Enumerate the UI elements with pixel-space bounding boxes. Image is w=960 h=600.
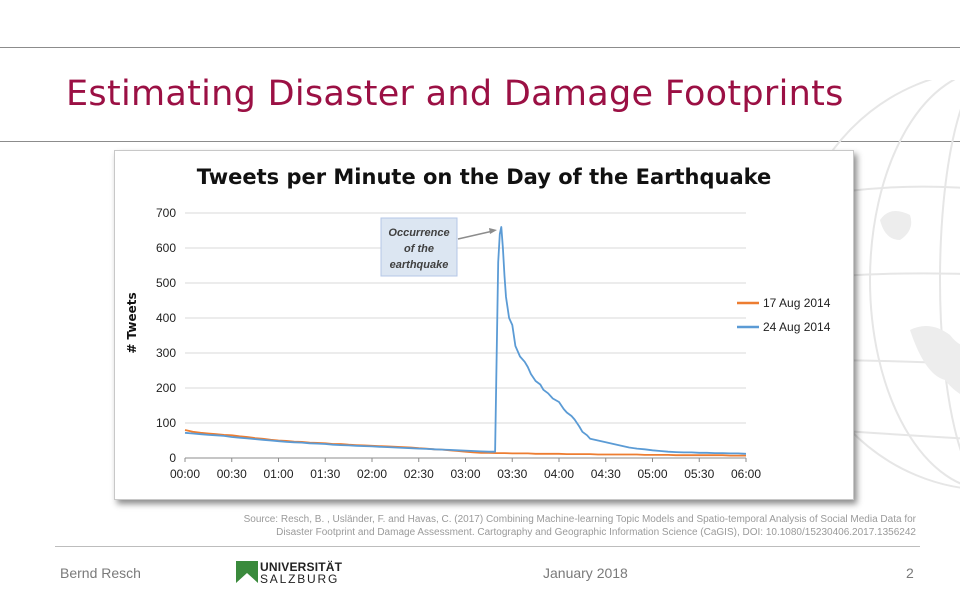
x-tick-label: 03:30 bbox=[497, 467, 527, 481]
y-tick-label: 300 bbox=[156, 346, 176, 360]
x-tick-label: 03:00 bbox=[450, 467, 480, 481]
chart-panel: Tweets per Minute on the Day of the Eart… bbox=[114, 150, 854, 500]
legend-label-17aug: 17 Aug 2014 bbox=[763, 296, 831, 310]
x-tick-label: 05:00 bbox=[637, 467, 667, 481]
x-tick-label: 04:00 bbox=[544, 467, 574, 481]
logo-line-1: UNIVERSITÄT bbox=[260, 560, 343, 574]
earthquake-annotation: Occurrence of the earthquake bbox=[380, 217, 497, 277]
source-line-1: Source: Resch, B. , Usländer, F. and Hav… bbox=[243, 514, 916, 525]
chart-legend: 17 Aug 2014 24 Aug 2014 bbox=[737, 296, 831, 334]
y-tick-label: 500 bbox=[156, 276, 176, 290]
annotation-arrowhead bbox=[489, 228, 497, 234]
footer-author: Bernd Resch bbox=[60, 565, 141, 581]
annotation-box bbox=[380, 217, 458, 277]
y-tick-label: 400 bbox=[156, 311, 176, 325]
annotation-arrow bbox=[457, 230, 494, 240]
x-tick-label: 06:00 bbox=[731, 467, 761, 481]
annotation-line-2: of the bbox=[404, 243, 434, 255]
footer-rule bbox=[55, 546, 920, 547]
y-tick-label: 0 bbox=[169, 451, 176, 465]
tweets-line-chart: Tweets per Minute on the Day of the Eart… bbox=[125, 165, 831, 481]
y-axis-label: # Tweets bbox=[125, 292, 139, 353]
series-line-24-aug-2014 bbox=[184, 226, 747, 455]
x-tick-label: 02:00 bbox=[357, 467, 387, 481]
slide-title: Estimating Disaster and Damage Footprint… bbox=[66, 74, 844, 114]
top-rule bbox=[0, 47, 960, 48]
chart-title: Tweets per Minute on the Day of the Eart… bbox=[197, 165, 772, 189]
x-tick-label: 05:30 bbox=[684, 467, 714, 481]
source-citation: Source: Resch, B. , Usländer, F. and Hav… bbox=[76, 513, 916, 539]
university-logo: UNIVERSITÄT SALZBURG bbox=[236, 559, 346, 587]
y-tick-label: 200 bbox=[156, 381, 176, 395]
x-tick-label: 01:30 bbox=[310, 467, 340, 481]
page-number: 2 bbox=[906, 565, 914, 581]
y-tick-label: 600 bbox=[156, 241, 176, 255]
x-tick-label: 04:30 bbox=[591, 467, 621, 481]
x-tick-label: 00:00 bbox=[170, 467, 200, 481]
source-line-2: Disaster Footprint and Damage Assessment… bbox=[276, 527, 916, 538]
annotation-line-3: earthquake bbox=[390, 259, 449, 271]
legend-label-24aug: 24 Aug 2014 bbox=[763, 320, 831, 334]
x-tick-label: 02:30 bbox=[404, 467, 434, 481]
y-tick-label: 700 bbox=[156, 206, 176, 220]
annotation-line-1: Occurrence bbox=[388, 227, 449, 239]
x-tick-label: 00:30 bbox=[217, 467, 247, 481]
university-logo-mark bbox=[236, 561, 258, 583]
footer-date: January 2018 bbox=[543, 565, 628, 581]
y-tick-label: 100 bbox=[156, 416, 176, 430]
x-tick-label: 01:00 bbox=[263, 467, 293, 481]
logo-line-2: SALZBURG bbox=[260, 572, 340, 586]
title-rule bbox=[0, 141, 960, 142]
